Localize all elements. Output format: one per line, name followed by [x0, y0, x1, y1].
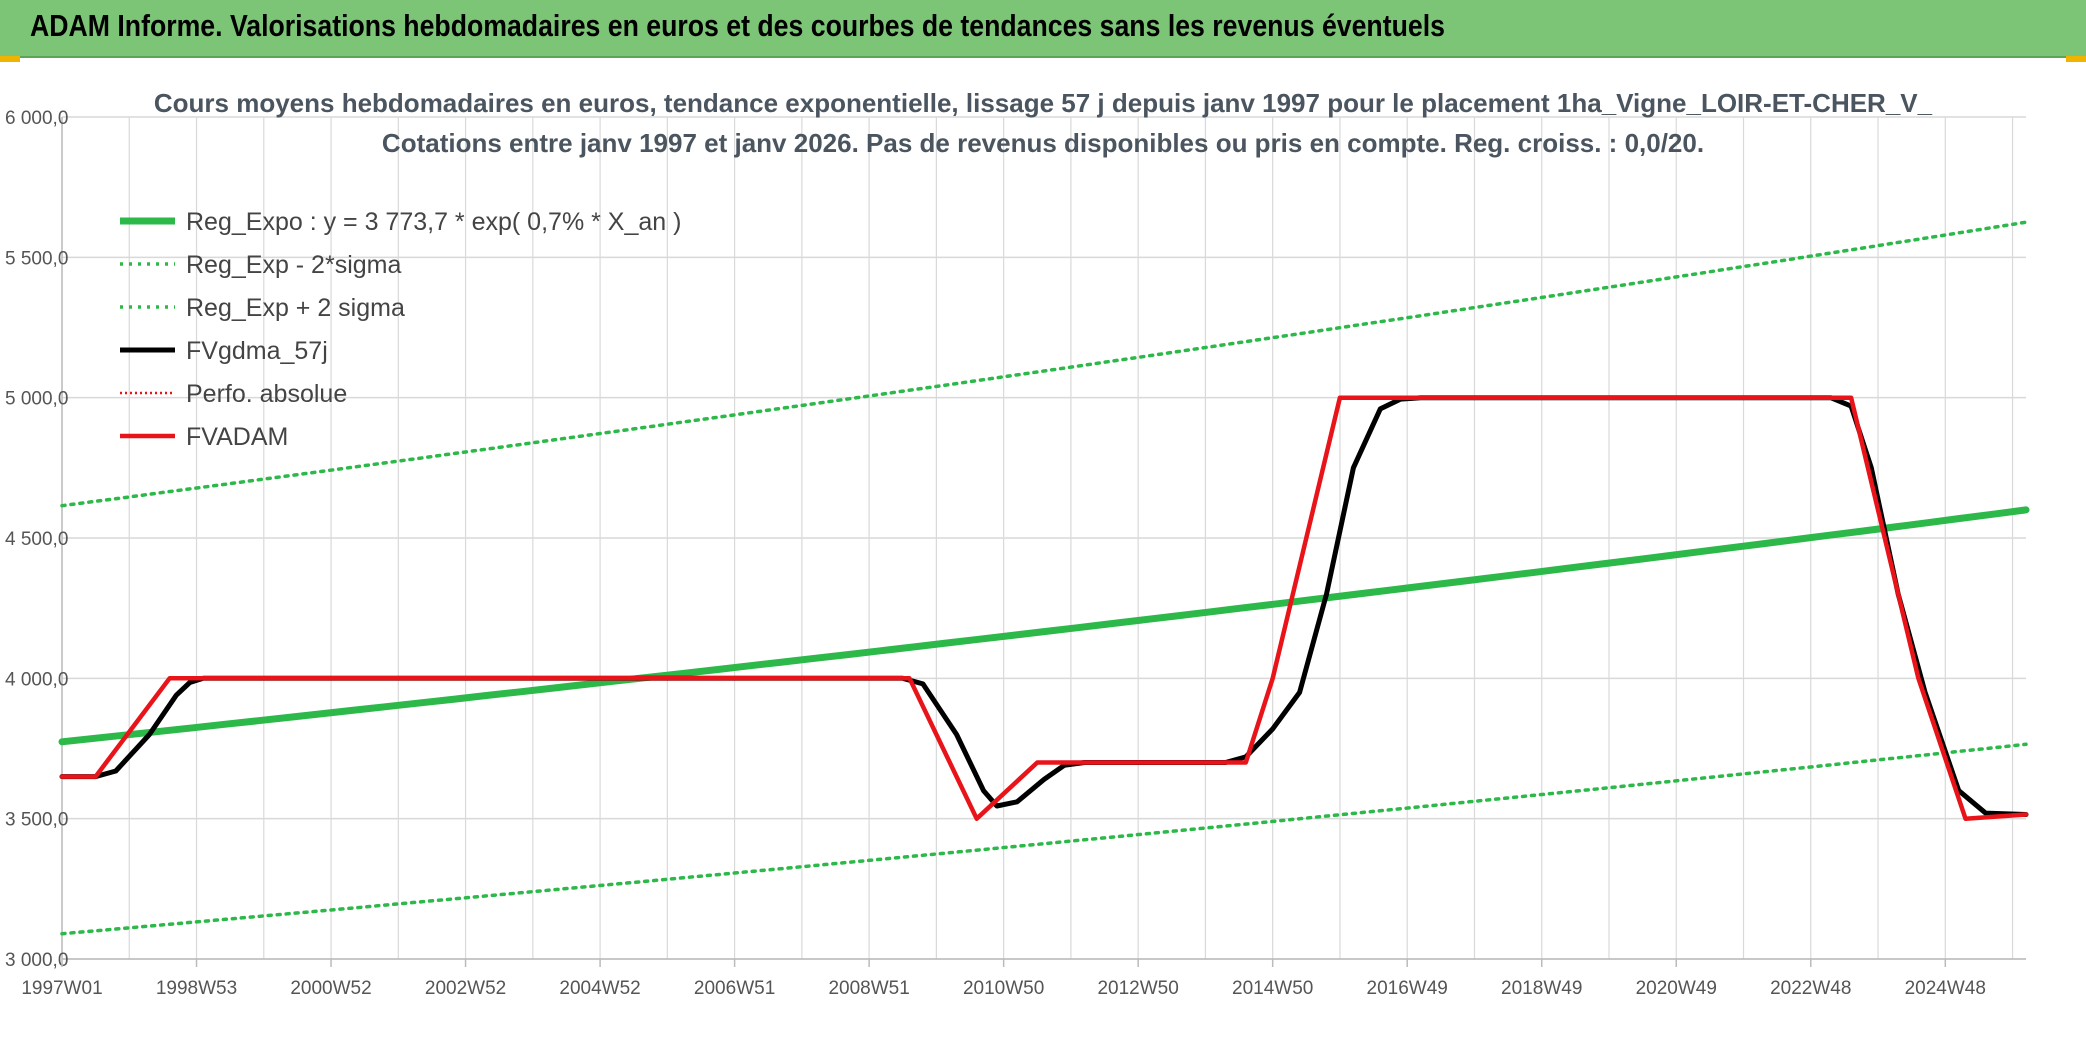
grid	[61, 116, 2026, 960]
chart-subtitle: Cotations entre janv 1997 et janv 2026. …	[382, 128, 1704, 158]
chart-title: Cours moyens hebdomadaires en euros, ten…	[154, 88, 1933, 118]
series-line-trend	[58, 506, 2030, 746]
x-tick-label: 2024W48	[1905, 978, 1986, 999]
series-line-sigma	[60, 220, 2028, 508]
y-tick-label: 5 500,0	[5, 248, 68, 269]
series-line-fvgdma	[59, 395, 2029, 817]
y-tick-label: 5 000,0	[5, 389, 68, 410]
y-tick-label: 4 500,0	[5, 529, 68, 550]
page-title: ADAM Informe. Valorisations hebdomadaire…	[30, 8, 1445, 43]
y-tick-label: 4 000,0	[5, 669, 68, 690]
legend-label: FVgdma_57j	[186, 337, 328, 365]
y-tick-label: 3 000,0	[5, 950, 68, 971]
corner-mark	[0, 56, 20, 62]
x-tick-label: 2016W49	[1367, 978, 1448, 999]
legend-label: Reg_Exp + 2 sigma	[186, 294, 405, 322]
x-tick-label: 2018W49	[1501, 978, 1582, 999]
x-tick-label: 2000W52	[290, 978, 371, 999]
x-tick-label: 2022W48	[1770, 978, 1851, 999]
series-line-sigma	[60, 742, 2028, 936]
x-tick-label: 1997W01	[21, 978, 102, 999]
legend-label: Reg_Expo : y = 3 773,7 * exp( 0,7% * X_a…	[186, 208, 681, 236]
x-tick-label: 2008W51	[828, 978, 909, 999]
x-tick-label: 1998W53	[156, 978, 237, 999]
x-tick-label: 2002W52	[425, 978, 506, 999]
y-tick-label: 3 500,0	[5, 810, 68, 831]
corner-mark	[2066, 56, 2086, 62]
x-tick-label: 2012W50	[1097, 978, 1178, 999]
x-tick-label: 2006W51	[694, 978, 775, 999]
legend-label: FVADAM	[186, 423, 288, 451]
legend-label: Perfo. absolue	[186, 380, 347, 408]
legend-label: Reg_Exp - 2*sigma	[186, 251, 401, 279]
header-banner: ADAM Informe. Valorisations hebdomadaire…	[0, 0, 2086, 58]
legend: Reg_Expo : y = 3 773,7 * exp( 0,7% * X_a…	[120, 208, 681, 451]
axis-ticks: 3 000,0 3 500,0 4 000,0 4 500,0 5 000,0 5 500…	[5, 108, 1986, 999]
x-tick-label: 2020W49	[1636, 978, 1717, 999]
series-line-fvadam	[59, 395, 2029, 821]
x-tick-label: 2010W50	[963, 978, 1044, 999]
y-tick-label: 6 000,0	[5, 108, 68, 129]
x-tick-label: 2004W52	[559, 978, 640, 999]
chart: 3 000,0 3 500,0 4 000,0 4 500,0 5 000,0 5 500…	[5, 88, 2030, 999]
x-tick-label: 2014W50	[1232, 978, 1313, 999]
series	[58, 220, 2030, 936]
